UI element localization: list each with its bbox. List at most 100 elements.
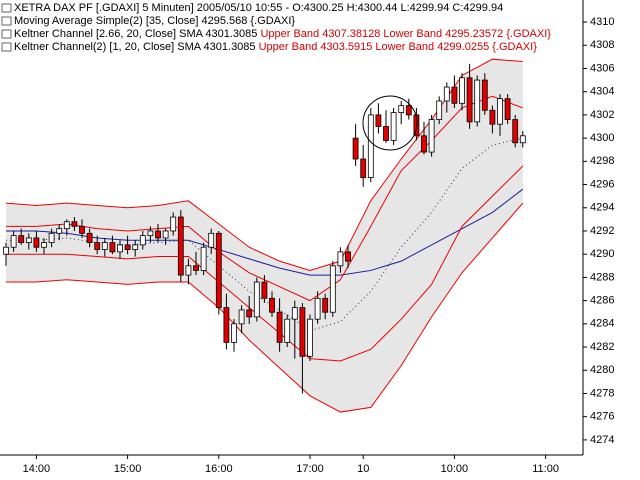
candle-body	[481, 79, 488, 111]
x-tick-label: 15:00	[114, 463, 142, 475]
candle-body	[185, 265, 192, 276]
candle-body	[3, 246, 9, 255]
y-tick-label: 4304	[590, 86, 614, 98]
candle-body	[436, 100, 443, 120]
indicator-text: Keltner Channel [2.66, 20, Close] SMA 43…	[14, 28, 257, 40]
candle-body	[291, 307, 298, 320]
candle-body	[428, 119, 435, 153]
candle-body	[10, 235, 17, 248]
x-tick-label: 17:00	[296, 463, 324, 475]
y-tick-label: 4286	[590, 295, 614, 307]
indicator-line	[6, 202, 524, 413]
candle-body	[284, 318, 291, 343]
candle-body	[299, 307, 306, 357]
x-tick-label: 14:00	[23, 463, 51, 475]
candle-body	[215, 232, 222, 308]
candle-body	[193, 265, 199, 271]
x-tick-label: 10	[357, 463, 369, 475]
candle-body	[360, 158, 367, 178]
candle-body	[307, 318, 313, 357]
y-tick-label: 4308	[590, 39, 614, 51]
y-tick-label: 4298	[590, 155, 614, 167]
candle-body	[117, 244, 123, 253]
candle-body	[413, 114, 420, 137]
candle-body	[56, 228, 63, 234]
candle-body	[398, 105, 405, 113]
plot-area	[3, 58, 526, 413]
indicator-text: Keltner Channel(2) [1, 20, Close] SMA 43…	[14, 41, 256, 53]
candle-body	[25, 237, 32, 243]
candle-body	[63, 221, 70, 230]
candle-body	[329, 265, 336, 313]
candle-body	[33, 237, 40, 248]
candle-body	[421, 135, 427, 153]
y-tick-label: 4302	[590, 109, 614, 121]
candle-body	[497, 98, 503, 125]
indicator-line	[6, 165, 524, 362]
candle-body	[504, 98, 511, 120]
indicator-line: Keltner Channel [2.66, 20, Close] SMA 43…	[14, 28, 551, 40]
y-tick-label: 4278	[590, 387, 614, 399]
highlight-circle	[362, 95, 418, 151]
y-tick-label: 4290	[590, 248, 614, 260]
candle-body	[390, 112, 397, 141]
candle-body	[177, 216, 184, 276]
candle-body	[139, 235, 146, 246]
indicator-text: Moving Average Simple(2) [35, Close] 429…	[14, 15, 295, 27]
candle-body	[314, 297, 321, 320]
candle-body	[223, 307, 230, 343]
indicator-bands: Upper Band 4307.38128 Lower Band 4295.23…	[260, 28, 551, 40]
y-tick-label: 4300	[590, 132, 614, 144]
candle-body	[246, 309, 253, 318]
candle-body	[512, 119, 519, 144]
channel-fill	[6, 59, 523, 413]
header: XETRA DAX PF [.GDAXI] 5 Minuten] 2005/05…	[1, 2, 551, 53]
candle-body	[124, 244, 131, 250]
candle-body	[459, 77, 465, 104]
candle-body	[132, 244, 139, 250]
candle-body	[451, 86, 458, 104]
y-tick-label: 4294	[590, 202, 614, 214]
candle-body	[200, 246, 207, 271]
candle-body	[208, 232, 215, 248]
indicator-icon	[1, 42, 12, 52]
candle-body	[101, 242, 108, 250]
y-tick-label: 4310	[590, 16, 614, 28]
candle-body	[48, 232, 55, 243]
candle-body	[337, 251, 344, 267]
candle-body	[405, 105, 412, 116]
candle-body	[352, 137, 359, 160]
y-tick-label: 4292	[590, 225, 614, 237]
candle-body	[253, 281, 260, 318]
candle-body	[86, 232, 93, 243]
candle-body	[18, 235, 25, 243]
candle-body	[41, 242, 47, 248]
candle-body	[269, 297, 275, 313]
candle-body	[367, 114, 374, 178]
indicator-line: Keltner Channel(2) [1, 20, Close] SMA 43…	[14, 41, 537, 53]
y-tick-label: 4280	[590, 364, 614, 376]
candle-body	[383, 126, 389, 141]
y-tick-label: 4276	[590, 411, 614, 423]
candle-body	[322, 297, 329, 313]
x-tick-label: 10:00	[441, 463, 469, 475]
y-tick-label: 4274	[590, 434, 614, 446]
candle-body	[276, 311, 283, 343]
candle-body	[162, 230, 169, 239]
candle-body	[109, 242, 116, 253]
indicator-icon	[1, 16, 12, 26]
candle-body	[375, 114, 382, 127]
candle-body	[443, 86, 450, 102]
indicator-bands: Upper Band 4303.5915 Lower Band 4299.025…	[259, 41, 538, 53]
indicator-icon	[1, 3, 12, 13]
candle-body	[345, 251, 351, 262]
x-tick-label: 16:00	[205, 463, 233, 475]
candle-body	[147, 230, 154, 237]
candle-body	[489, 109, 496, 125]
x-tick-label: 11:00	[532, 463, 559, 475]
candle-body	[238, 309, 245, 325]
indicator-icon	[1, 29, 12, 39]
candle-body	[94, 242, 101, 250]
